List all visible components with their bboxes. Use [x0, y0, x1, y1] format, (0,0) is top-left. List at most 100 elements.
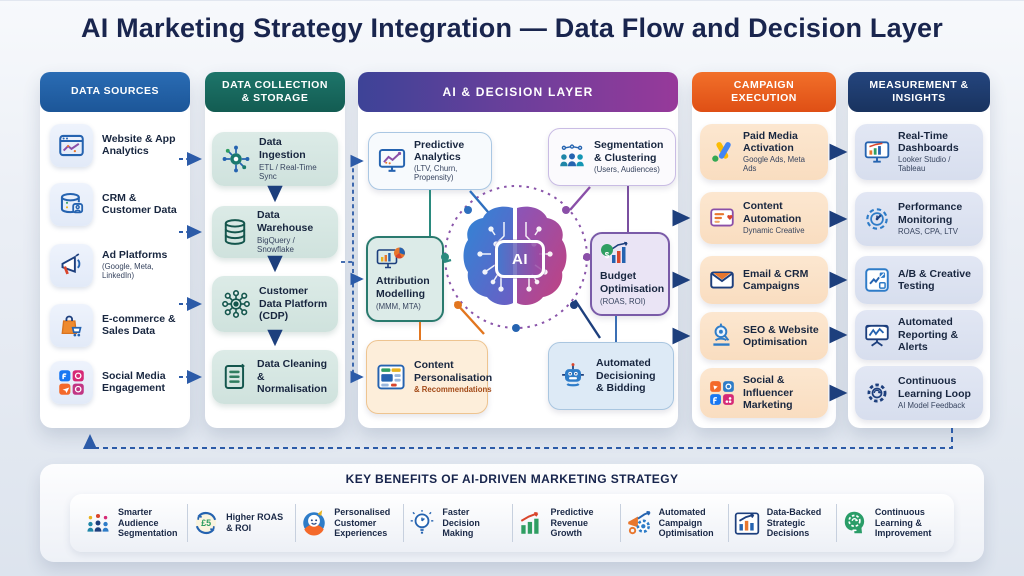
- benefit-label: Higher ROAS & ROI: [226, 512, 284, 533]
- card-budget-optimisation: $ Budget Optimisation (ROAS, ROI): [590, 232, 670, 316]
- card-label: Website & App Analytics: [102, 132, 176, 157]
- benefit-automated-optimisation: Automated Campaign Optimisation: [621, 507, 728, 539]
- strategy-chart-icon: [733, 509, 761, 537]
- robot-icon: [557, 360, 589, 392]
- card-attribution-modelling: Attribution Modelling (MMM, MTA): [366, 236, 444, 322]
- card-sublabel: Dynamic Creative: [743, 225, 805, 235]
- idea-bulb-icon: [408, 509, 436, 537]
- card-label: Content Automation: [743, 200, 802, 225]
- card-sublabel: AI Model Feedback: [898, 400, 966, 410]
- predictive-monitor-icon: [377, 146, 407, 176]
- card-sublabel: (ROAS, ROI): [600, 296, 646, 306]
- benefits-bar: Smarter Audience Segmentation £5 Higher …: [70, 494, 954, 552]
- learning-head-icon: [841, 509, 869, 537]
- roi-cycle-icon: £5: [192, 509, 220, 537]
- card-label: Content Personalisation: [414, 359, 493, 384]
- gauge-icon: [863, 205, 891, 233]
- attribution-chart-icon: [376, 246, 406, 272]
- card-data-warehouse: Data Warehouse BigQuery / Snowflake: [212, 206, 338, 258]
- card-label: Social & Influencer Marketing: [743, 374, 794, 412]
- card-social-influencer: Social & Influencer Marketing: [700, 368, 828, 418]
- card-label: Data Cleaning & Normalisation: [257, 358, 328, 396]
- growth-chart-icon: [517, 509, 545, 537]
- benefits-title: KEY BENEFITS OF AI-DRIVEN MARKETING STRA…: [345, 472, 679, 486]
- website-analytics-icon: [50, 123, 93, 167]
- ecommerce-cart-icon: [50, 303, 93, 347]
- dashboard-monitor-icon: [863, 138, 891, 166]
- benefit-label: Faster Decision Making: [442, 507, 480, 539]
- benefit-label: Continuous Learning & Improvement: [874, 507, 932, 539]
- card-data-ingestion: Data Ingestion ETL / Real-Time Sync: [212, 132, 338, 186]
- card-label: SEO & Website Optimisation: [743, 323, 819, 348]
- crm-database-icon: [50, 182, 93, 226]
- social-apps-icon: [50, 360, 93, 404]
- benefit-faster-decisions: Faster Decision Making: [404, 507, 511, 539]
- card-data-cleaning: Data Cleaning & Normalisation: [212, 350, 338, 404]
- benefits-panel: KEY BENEFITS OF AI-DRIVEN MARKETING STRA…: [40, 464, 984, 562]
- divider: [619, 504, 621, 542]
- card-label: Predictive Analytics: [414, 138, 465, 164]
- card-label: Ad Platforms: [102, 248, 168, 261]
- card-label: CRM & Customer Data: [102, 191, 177, 216]
- divider: [403, 504, 405, 542]
- header-ai-decision: AI & DECISION LAYER: [358, 72, 678, 112]
- gear-loop-icon: [863, 379, 891, 407]
- warehouse-cylinder-icon: [220, 217, 250, 247]
- envelope-icon: [708, 266, 736, 294]
- header-data-sources: DATA SOURCES: [40, 72, 190, 112]
- benefit-continuous-learning: Continuous Learning & Improvement: [837, 507, 944, 539]
- card-content-automation: Content Automation Dynamic Creative: [700, 192, 828, 244]
- card-sublabel: ETL / Real-Time Sync: [259, 163, 317, 182]
- divider: [727, 504, 729, 542]
- card-label: Email & CRM Campaigns: [743, 267, 809, 292]
- header-measurement: MEASUREMENT & INSIGHTS: [848, 72, 990, 112]
- card-sublabel: Looker Studio / Tableau: [898, 155, 951, 174]
- page-title: AI Marketing Strategy Integration — Data…: [81, 13, 943, 43]
- card-label: Automated Reporting & Alerts: [898, 316, 959, 354]
- card-label: E-commerce & Sales Data: [102, 312, 176, 337]
- card-label: Paid Media Activation: [743, 129, 798, 155]
- report-board-icon: [863, 321, 891, 349]
- card-segmentation-clustering: Segmentation & Clustering (Users, Audien…: [548, 128, 676, 186]
- google-ads-icon: [708, 138, 736, 166]
- divider: [187, 504, 189, 542]
- cleaning-checklist-icon: [220, 362, 250, 392]
- card-predictive-analytics: Predictive Analytics (LTV, Churn, Propen…: [368, 132, 492, 190]
- card-label: Continuous Learning Loop: [898, 375, 971, 400]
- card-ad-platforms: Ad Platforms (Google, Meta, LinkedIn): [50, 241, 182, 289]
- campaign-gear-icon: [625, 509, 653, 537]
- roi-coin-label: £5: [201, 518, 212, 528]
- ab-test-icon: [863, 266, 891, 294]
- ingestion-hub-icon: [220, 143, 252, 175]
- benefit-predictive-revenue: Predictive Revenue Growth: [513, 507, 620, 539]
- social-apps-icon: [708, 379, 736, 407]
- card-paid-media: Paid Media Activation Google Ads, Meta A…: [700, 124, 828, 180]
- card-website-analytics: Website & App Analytics: [50, 121, 182, 169]
- card-realtime-dashboards: Real-Time Dashboards Looker Studio / Tab…: [855, 124, 983, 180]
- card-label: A/B & Creative Testing: [898, 267, 971, 292]
- divider: [295, 504, 297, 542]
- card-automated-reporting: Automated Reporting & Alerts: [855, 310, 983, 360]
- benefit-label: Automated Campaign Optimisation: [658, 507, 714, 539]
- cdp-network-icon: [220, 288, 252, 320]
- card-sublabel: BigQuery / Snowflake: [257, 236, 295, 255]
- card-seo-website: SEO & Website Optimisation: [700, 312, 828, 360]
- card-performance-monitoring: Performance Monitoring ROAS, CPA, LTV: [855, 192, 983, 246]
- benefit-label: Personalised Customer Experiences: [334, 507, 391, 539]
- card-label: Data Warehouse: [257, 209, 314, 234]
- card-sublabel: (Users, Audiences): [594, 164, 660, 174]
- ai-core-label: AI: [495, 240, 545, 278]
- audience-group-icon: [84, 509, 112, 537]
- customer-avatar-icon: [300, 509, 328, 537]
- card-label: Social Media Engagement: [102, 369, 166, 394]
- seo-scope-icon: [708, 322, 736, 350]
- creative-card-icon: [708, 204, 736, 232]
- card-sublabel: (Google, Meta, LinkedIn): [102, 262, 154, 281]
- title-bar: [0, 0, 1024, 1]
- dollar-glyph: $: [604, 251, 610, 261]
- benefit-higher-roas-roi: £5 Higher ROAS & ROI: [188, 509, 295, 537]
- segmentation-people-icon: [557, 142, 587, 172]
- card-label: Budget Optimisation: [600, 270, 665, 295]
- header-data-collection: DATA COLLECTION & STORAGE: [205, 72, 345, 112]
- benefit-data-backed-decisions: Data-Backed Strategic Decisions: [729, 507, 836, 539]
